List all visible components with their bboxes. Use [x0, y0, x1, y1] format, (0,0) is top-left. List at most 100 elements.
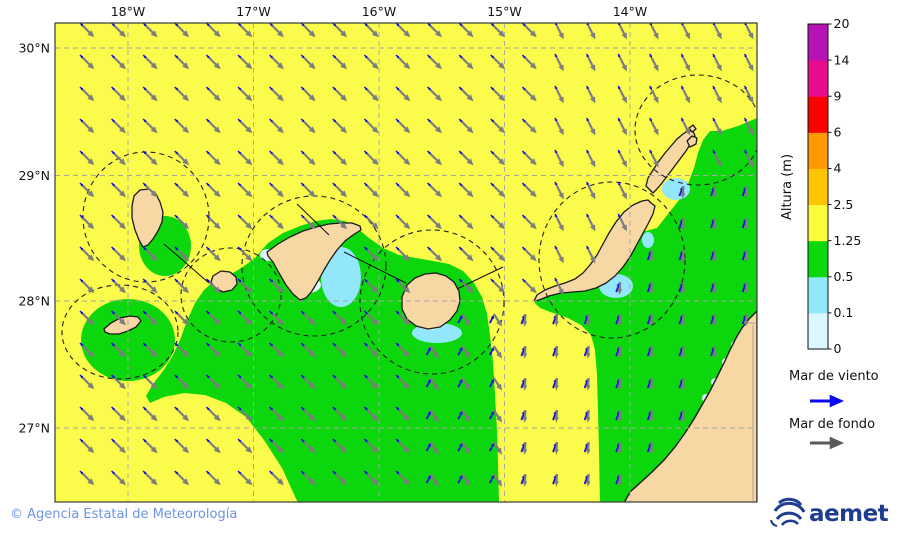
swell-arrow-head: [403, 446, 411, 454]
swell-arrow-head: [182, 382, 190, 390]
swell-arrow-shaft: [208, 25, 218, 35]
swell-arrow-head: [371, 62, 379, 70]
swell-arrow-head: [403, 158, 411, 166]
swell-arrow-shaft: [556, 57, 563, 68]
swell-arrow-head: [245, 158, 253, 166]
swell-arrow-shaft: [366, 313, 376, 323]
swell-arrow-head: [649, 257, 654, 263]
swell-arrow-head: [245, 126, 253, 134]
swell-arrow-head: [150, 62, 158, 70]
swell-arrow-head: [150, 126, 158, 134]
colorbar-segment: [808, 276, 828, 314]
swell-arrow-shaft: [145, 89, 155, 99]
swell-arrow-shaft: [556, 121, 563, 132]
swell-arrow-head: [712, 321, 717, 327]
wind-sea-arrow-head: [586, 54, 589, 59]
wind-sea-arrow-shaft: [552, 412, 557, 421]
swell-arrow-head: [150, 30, 158, 38]
swell-arrow-shaft: [493, 153, 502, 163]
swell-arrow-shaft: [398, 409, 408, 419]
swell-arrow-shaft: [303, 89, 313, 99]
wind-sea-arrow-head: [459, 314, 463, 319]
wind-sea-arrow-shaft: [710, 316, 715, 325]
swell-arrow-head: [649, 289, 654, 295]
swell-arrow-head: [529, 94, 537, 102]
wind-sea-arrow-shaft: [646, 348, 652, 357]
swell-arrow-shaft: [587, 89, 594, 100]
swell-arrow-head: [435, 254, 442, 262]
swell-arrow-shaft: [177, 121, 186, 131]
swell-arrow-shaft: [556, 185, 563, 196]
colorbar-tick-label: 0.1: [834, 305, 854, 320]
colorbar-segment: [808, 24, 828, 61]
zone-la-gomera: [180, 247, 282, 343]
swell-arrow-shaft: [82, 217, 92, 227]
wind-sea-arrow-head: [744, 150, 747, 155]
swell-arrow-head: [371, 286, 379, 294]
wind-sea-arrow-shaft: [615, 380, 620, 389]
wind-sea-arrow-shaft: [678, 412, 683, 421]
swell-arrow-shaft: [429, 249, 439, 259]
swell-arrow-shaft: [113, 249, 123, 259]
colorbar-title: Altura (m): [780, 154, 795, 220]
swell-arrow-shaft: [524, 217, 534, 227]
swell-arrow-shaft: [335, 185, 344, 195]
swell-arrow-shaft: [113, 217, 123, 227]
wind-sea-arrow-shaft: [615, 412, 620, 421]
wind-sea-arrow-shaft: [710, 220, 715, 229]
swell-arrow-head: [308, 382, 316, 390]
swell-arrow-head: [498, 126, 506, 134]
swell-arrow-head: [621, 64, 627, 72]
wind-sea-arrow-shaft: [520, 348, 525, 357]
swell-arrow-shaft: [113, 153, 123, 163]
swell-arrow-shaft: [461, 281, 471, 291]
swell-arrow-shaft: [556, 217, 563, 228]
swell-arrow-shaft: [335, 89, 344, 99]
swell-arrow-head: [589, 96, 596, 104]
swell-arrow-head: [529, 158, 537, 166]
swell-arrow-shaft: [587, 153, 594, 164]
swell-arrow-head: [371, 190, 379, 198]
wind-sea-arrow-head: [490, 442, 495, 447]
swell-arrow-shaft: [82, 153, 92, 163]
swell-arrow-head: [649, 417, 654, 423]
swell-arrow-head: [743, 257, 749, 263]
swell-arrow-head: [340, 190, 348, 198]
swell-arrow-head: [529, 254, 537, 262]
wind-sea-arrow-shaft: [457, 316, 463, 324]
swell-arrow-head: [87, 62, 95, 70]
wind-sea-arrow-head: [712, 150, 716, 155]
swell-arrow-shaft: [366, 121, 376, 131]
wind-sea-arrow-head: [586, 150, 589, 155]
wind-sea-arrow-shaft: [710, 348, 715, 357]
wind-sea-arrow-shaft: [741, 316, 747, 325]
swell-arrow-head: [371, 126, 379, 134]
swell-arrow-shaft: [650, 89, 658, 100]
swell-arrow-shaft: [524, 89, 534, 99]
wind-sea-arrow-shaft: [615, 316, 620, 325]
swell-arrow-head: [464, 351, 471, 359]
swell-arrow-shaft: [303, 345, 313, 355]
swell-arrow-head: [245, 190, 253, 198]
wind-sea-arrow-shaft: [741, 284, 747, 293]
swell-arrow-head: [617, 353, 623, 359]
swell-arrow-head: [435, 62, 442, 70]
swell-arrow-head: [403, 318, 411, 326]
wind-sea-arrow-shaft: [678, 380, 683, 389]
swell-arrow-shaft: [492, 313, 501, 323]
swell-arrow-head: [529, 30, 537, 38]
swell-arrow-shaft: [240, 281, 250, 291]
swell-arrow-head: [621, 192, 627, 200]
wind-sea-arrow-head: [554, 278, 558, 283]
swell-arrow-head: [498, 190, 506, 198]
swell-arrow-shaft: [177, 217, 186, 227]
swell-arrow-shaft: [303, 25, 313, 35]
swell-arrow-head: [435, 190, 442, 198]
swell-arrow-head: [585, 481, 591, 487]
swell-arrow-head: [213, 350, 221, 358]
wind-sea-arrow-shaft: [488, 476, 494, 484]
zone-fuerteventura: [538, 181, 686, 339]
wind-sea-arrow-shaft: [425, 380, 431, 388]
swell-arrow-head: [87, 222, 95, 230]
wind-sea-arrow-shaft: [678, 316, 683, 325]
